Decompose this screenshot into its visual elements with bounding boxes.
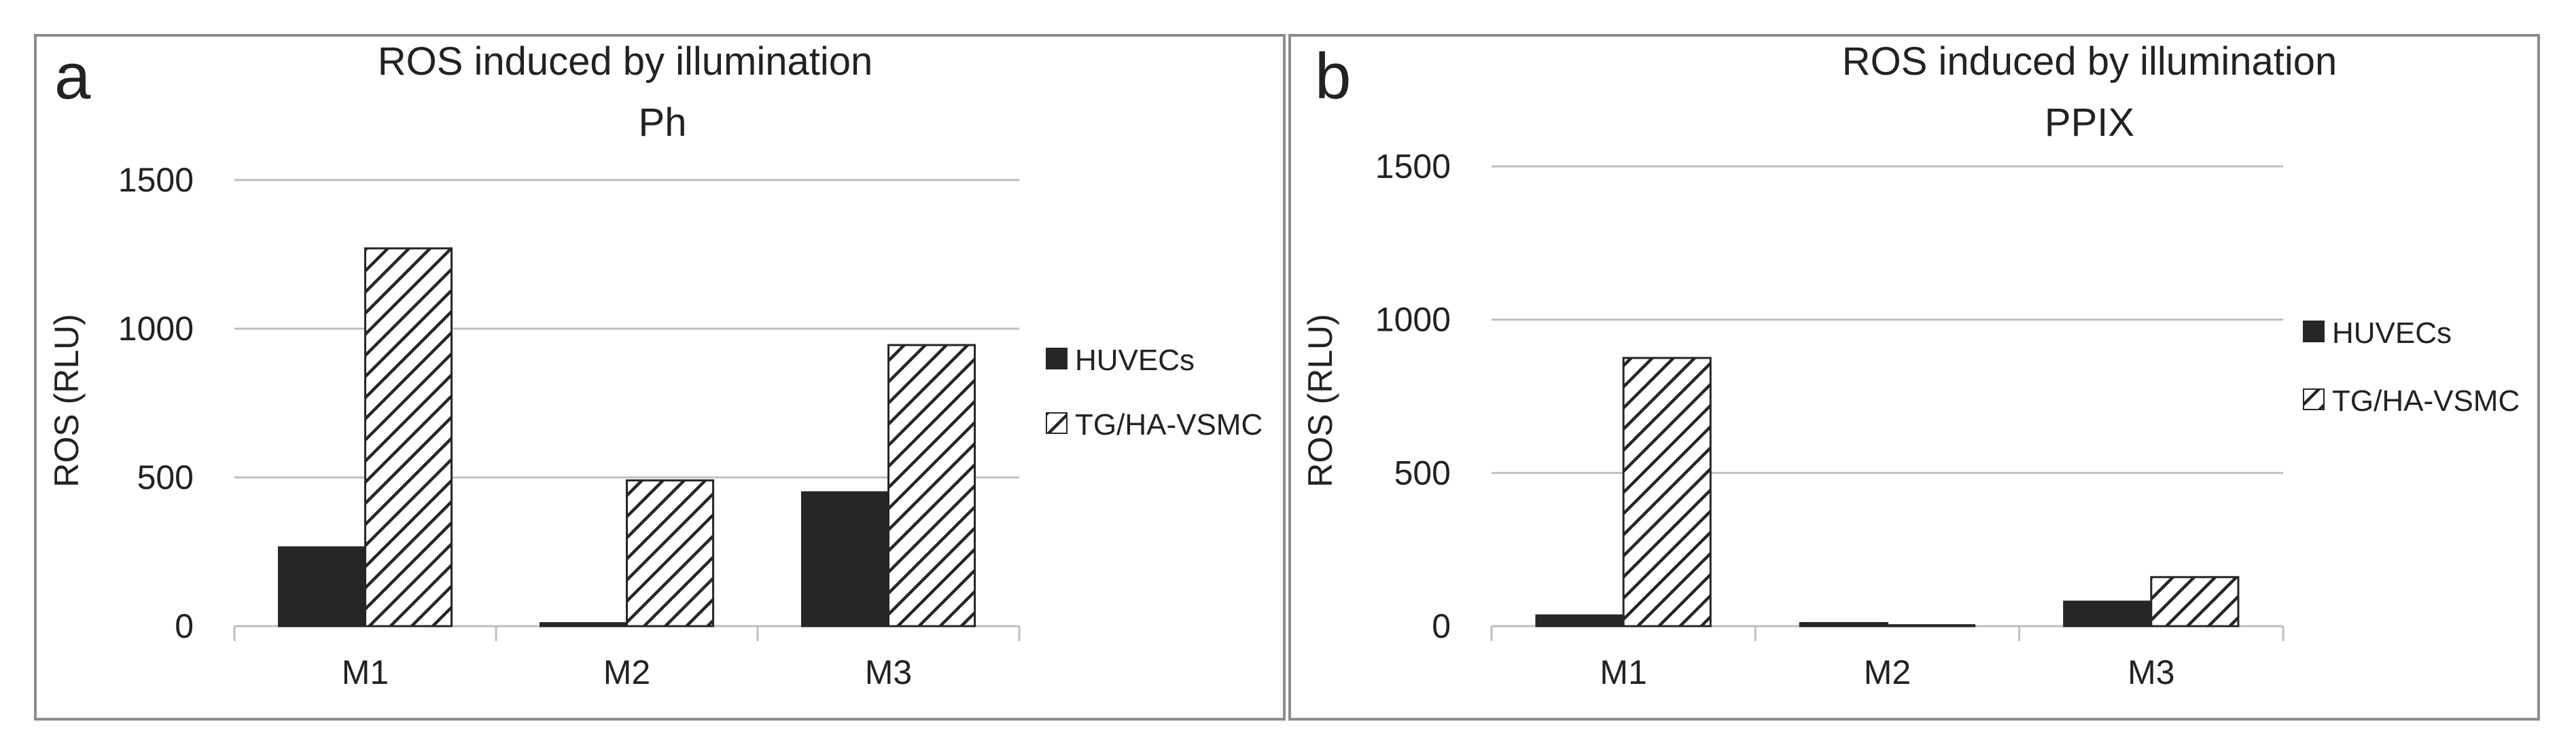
chart-panel-b: b ROS induced by illumination PPIX ROS (RLU… <box>1288 34 2540 721</box>
legend-swatch <box>1046 412 1068 434</box>
x-tick-label: M1 <box>342 653 389 691</box>
bar-tg-ha-vsmc-m3 <box>887 344 976 628</box>
y-tick-label: 1500 <box>118 161 194 199</box>
y-tick-label: 1000 <box>1375 301 1451 339</box>
x-tick-label: M1 <box>1600 653 1646 691</box>
x-tick-label: M2 <box>1864 653 1911 691</box>
panel-letter: a <box>54 40 91 113</box>
y-tick-label: 1500 <box>1375 147 1451 185</box>
panel-frame <box>1288 34 2540 721</box>
y-tick-label: 0 <box>175 607 194 645</box>
panel-letter: b <box>1315 40 1351 113</box>
bar-huvecs-m3 <box>2063 600 2153 628</box>
legend-swatch <box>2303 388 2325 410</box>
y-tick-label: 500 <box>1394 454 1451 492</box>
y-tick-label: 1000 <box>118 310 194 348</box>
y-axis-label: ROS (RLU) <box>1301 314 1339 488</box>
bar-tg-ha-vsmc-m2 <box>626 479 715 628</box>
bar-tg-ha-vsmc-m2 <box>1886 624 1976 628</box>
y-tick-label: 500 <box>137 458 194 496</box>
x-tick-label: M2 <box>603 653 650 691</box>
legend-label: HUVECs <box>2332 316 2452 350</box>
bar-huvecs-m2 <box>539 622 629 628</box>
legend-label: TG/HA-VSMC <box>2332 384 2520 418</box>
legend-swatch <box>2303 321 2325 342</box>
bar-huvecs-m3 <box>800 491 889 628</box>
bar-tg-ha-vsmc-m1 <box>1622 357 1712 628</box>
bar-tg-ha-vsmc-m3 <box>2150 576 2240 628</box>
chart-title: ROS induced by illumination <box>1842 39 2337 84</box>
bar-huvecs-m1 <box>277 546 367 628</box>
y-axis-label: ROS (RLU) <box>48 314 86 488</box>
legend-label: TG/HA-VSMC <box>1075 408 1263 441</box>
chart-subtitle: PPIX <box>2045 101 2134 145</box>
legend-label: HUVECs <box>1075 344 1195 377</box>
chart-title: ROS induced by illumination <box>378 39 873 84</box>
x-tick-label: M3 <box>2128 653 2174 691</box>
y-tick-label: 0 <box>1432 607 1451 645</box>
panel-frame <box>34 34 1286 721</box>
bar-huvecs-m1 <box>1535 614 1625 628</box>
legend-swatch <box>1046 348 1068 369</box>
chart-subtitle: Ph <box>639 101 687 145</box>
bar-huvecs-m2 <box>1799 621 1889 628</box>
bar-tg-ha-vsmc-m1 <box>364 247 453 628</box>
chart-panel-a: a ROS induced by illumination Ph ROS (RLU) 0… <box>34 34 1286 721</box>
x-tick-label: M3 <box>865 653 912 691</box>
